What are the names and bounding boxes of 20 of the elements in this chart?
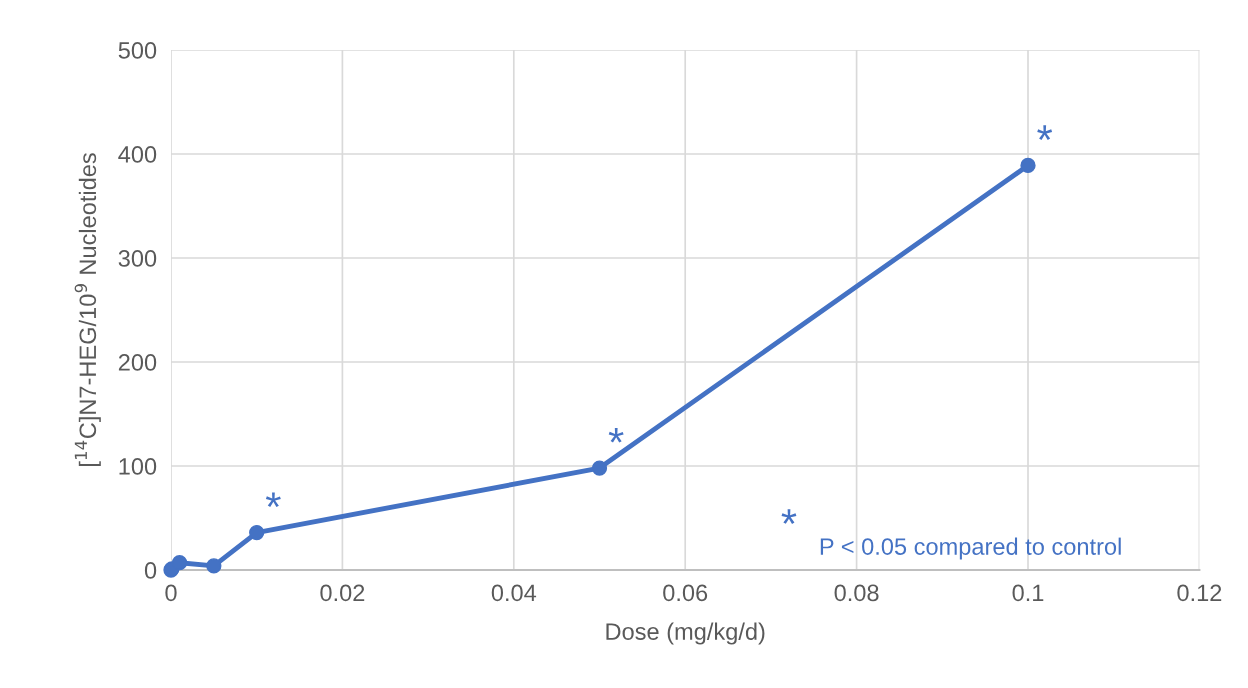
y-tick-label: 500 bbox=[118, 42, 157, 59]
y-tick-label: 200 bbox=[118, 354, 157, 371]
x-tick-label: 0.06 bbox=[663, 584, 708, 602]
annotation: * bbox=[1037, 125, 1053, 140]
y-tick-label: 300 bbox=[118, 250, 157, 267]
x-tick-label: 0.04 bbox=[491, 584, 537, 602]
x-axis-title: Dose (mg/kg/d) bbox=[606, 622, 765, 645]
x-tick-label: 0.08 bbox=[834, 584, 879, 602]
annotation: * bbox=[265, 492, 281, 508]
x-tick-label: 0.12 bbox=[1177, 584, 1222, 602]
y-tick-label: 0 bbox=[144, 562, 157, 579]
x-tick-label: 0.1 bbox=[1012, 584, 1044, 602]
y-tick-label: 100 bbox=[119, 458, 157, 475]
annotation: * bbox=[781, 509, 797, 524]
annotation: * bbox=[608, 427, 624, 443]
y-axis-title: [$^{14}$C]N7-HEG/10$^{9}$ Nucleotides bbox=[74, 153, 101, 467]
annotation: P < 0.05 compared to control bbox=[820, 537, 1121, 560]
y-tick-label: 400 bbox=[118, 146, 157, 163]
x-tick-label: 0 bbox=[165, 584, 177, 602]
x-tick-label: 0.02 bbox=[320, 584, 365, 602]
